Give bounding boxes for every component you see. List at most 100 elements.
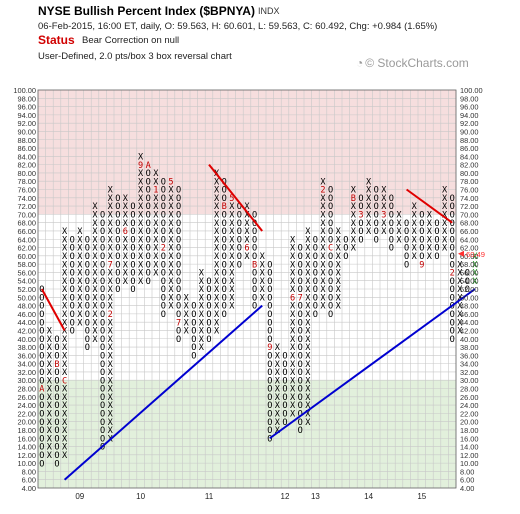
x-mark: X [92, 260, 98, 270]
x-mark: X [184, 318, 190, 328]
x-mark: X [214, 269, 220, 279]
y-tick-label-left: 62.00 [18, 244, 37, 253]
x-mark: X [320, 202, 326, 212]
o-mark: O [358, 202, 363, 212]
o-mark: O [298, 252, 303, 262]
x-mark: X [275, 393, 281, 403]
x-mark: X [123, 252, 129, 262]
o-mark: O [146, 219, 151, 229]
x-mark: X [108, 343, 114, 353]
x-mark: X [260, 252, 266, 262]
x-mark: X [47, 360, 53, 370]
o-mark: O [328, 260, 333, 270]
x-mark: X [108, 277, 114, 287]
o-mark: O [54, 376, 59, 386]
o-mark: O [191, 335, 196, 345]
o-mark: O [100, 211, 105, 221]
x-mark: X [62, 351, 68, 361]
month-mark: 9 [419, 260, 424, 270]
x-mark: X [77, 227, 83, 237]
o-mark: O [54, 426, 59, 436]
x-mark: X [77, 293, 83, 303]
o-mark: O [404, 227, 409, 237]
y-tick-label-left: 94.00 [18, 111, 37, 120]
x-mark: X [138, 177, 144, 187]
x-mark: X [290, 360, 296, 370]
x-mark: X [62, 434, 68, 444]
x-mark: X [351, 202, 357, 212]
o-mark: O [54, 410, 59, 420]
o-mark: O [176, 269, 181, 279]
y-tick-label-left: 10.00 [18, 459, 37, 468]
x-mark: X [381, 227, 387, 237]
x-mark: X [77, 318, 83, 328]
x-mark: X [184, 327, 190, 337]
x-tick-label: 15 [417, 492, 426, 501]
x-mark: X [62, 451, 68, 461]
o-mark: O [267, 260, 272, 270]
x-mark: X [290, 376, 296, 386]
o-mark: O [39, 443, 44, 453]
x-mark: X [427, 235, 433, 245]
o-mark: O [176, 227, 181, 237]
y-tick-label-right: 50.00 [460, 293, 479, 302]
month-mark: 6 [244, 244, 249, 254]
o-mark: O [130, 202, 135, 212]
o-mark: O [298, 351, 303, 361]
x-mark: X [47, 376, 53, 386]
x-mark: X [320, 227, 326, 237]
o-mark: O [85, 318, 90, 328]
x-mark: X [381, 219, 387, 229]
y-tick-label-left: 68.00 [18, 219, 37, 228]
o-mark: O [313, 293, 318, 303]
o-mark: O [465, 269, 470, 279]
x-mark: X [336, 244, 342, 254]
x-mark: X [229, 285, 235, 295]
x-mark: X [366, 219, 372, 229]
o-mark: O [313, 285, 318, 295]
month-mark: B [222, 202, 227, 212]
x-mark: X [214, 252, 220, 262]
y-tick-label-left: 100.00 [13, 86, 36, 95]
x-mark: X [305, 260, 311, 270]
y-tick-label-right: 82.00 [460, 161, 479, 170]
o-mark: O [54, 451, 59, 461]
x-mark: X [108, 410, 114, 420]
x-mark: X [47, 451, 53, 461]
o-mark: O [237, 260, 242, 270]
x-mark: X [62, 418, 68, 428]
o-mark: O [328, 293, 333, 303]
o-mark: O [222, 194, 227, 204]
o-mark: O [419, 244, 424, 254]
o-mark: O [267, 285, 272, 295]
y-tick-label-left: 48.00 [18, 302, 37, 311]
x-mark: X [92, 269, 98, 279]
x-mark: X [108, 351, 114, 361]
o-mark: O [70, 318, 75, 328]
x-mark: X [92, 285, 98, 295]
x-mark: X [381, 186, 387, 196]
x-mark: X [244, 211, 250, 221]
o-mark: O [161, 285, 166, 295]
o-mark: O [39, 401, 44, 411]
x-mark: X [290, 269, 296, 279]
o-mark: O [450, 211, 455, 221]
x-tick-label: 11 [205, 492, 214, 501]
o-mark: O [282, 351, 287, 361]
o-mark: O [328, 235, 333, 245]
x-mark: X [62, 401, 68, 411]
o-mark: O [39, 418, 44, 428]
x-mark: X [168, 219, 174, 229]
x-mark: X [472, 252, 478, 262]
x-mark: X [77, 252, 83, 262]
o-mark: O [39, 335, 44, 345]
x-mark: X [153, 244, 159, 254]
zone-layer [38, 90, 456, 488]
x-mark: X [92, 302, 98, 312]
x-mark: X [442, 227, 448, 237]
x-mark: X [62, 269, 68, 279]
o-mark: O [70, 285, 75, 295]
month-mark: 2 [320, 186, 325, 196]
resistance-trend-line [40, 288, 66, 331]
